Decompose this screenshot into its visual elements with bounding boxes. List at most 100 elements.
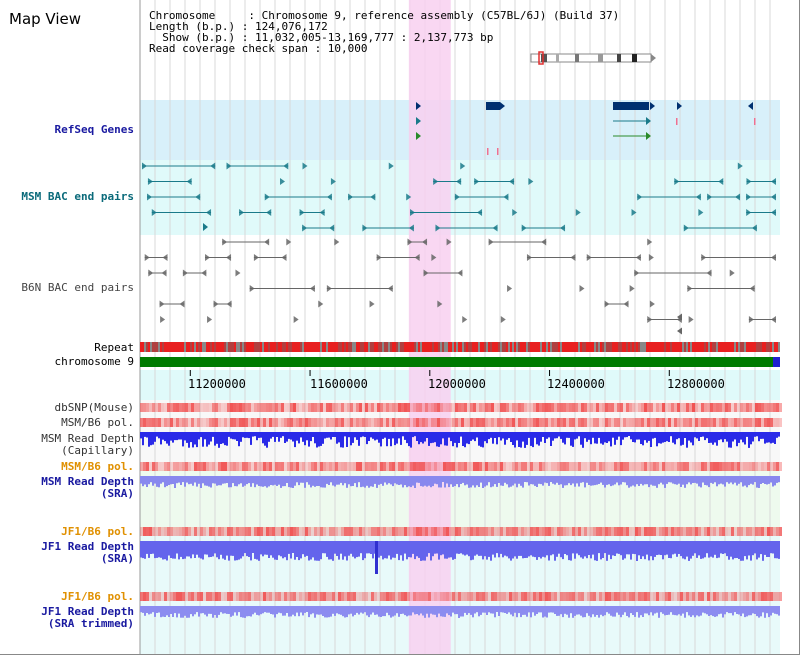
polymorphism-cell (449, 403, 452, 412)
polymorphism-cell (509, 527, 512, 536)
jf1-trimmed-depth-bar (514, 606, 516, 613)
polymorphism-cell (647, 403, 650, 412)
polymorphism-cell (656, 592, 659, 601)
jf1-depth-bar (270, 541, 272, 556)
repeat-segment (750, 342, 752, 352)
repeat-segment (770, 342, 772, 352)
b6n-bac-end (387, 285, 393, 292)
polymorphism-cell (353, 403, 356, 412)
polymorphism-cell (332, 462, 335, 471)
polymorphism-cell (230, 462, 233, 471)
msm-capillary-depth-bar (560, 432, 562, 439)
msm-capillary-depth-bar (310, 432, 312, 442)
polymorphism-cell (659, 592, 662, 601)
jf1-trimmed-depth-bar (498, 606, 500, 616)
polymorphism-cell (443, 527, 446, 536)
repeat-segment (752, 342, 754, 352)
msm-capillary-depth-bar (190, 432, 192, 443)
jf1-trimmed-depth-bar (358, 606, 360, 615)
repeat-segment (290, 342, 292, 352)
polymorphism-cell (173, 403, 176, 412)
polymorphism-cell (590, 403, 593, 412)
polymorphism-cell (236, 462, 239, 471)
polymorphism-cell (647, 418, 650, 427)
jf1-depth-bar (192, 541, 194, 555)
msm-sra-depth-bar (412, 476, 414, 486)
msm-capillary-depth-bar (244, 432, 246, 438)
msm-sra-depth-bar (274, 476, 276, 485)
polymorphism-cell (431, 592, 434, 601)
jf1-depth-bar (540, 541, 542, 559)
repeat-segment (160, 342, 162, 352)
track-label-msm-bac[interactable]: MSM BAC end pairs (21, 190, 134, 203)
msm-bac-end (326, 193, 332, 201)
jf1-trimmed-depth-bar (582, 606, 584, 618)
jf1-depth-bar (150, 541, 152, 554)
polymorphism-cell (257, 462, 260, 471)
jf1-trimmed-depth-bar (666, 606, 668, 615)
repeat-segment (198, 342, 200, 352)
polymorphism-cell (722, 403, 725, 412)
repeat-segment (440, 342, 442, 352)
jf1-trimmed-depth-bar (230, 606, 232, 617)
track-label-b6n-bac[interactable]: B6N BAC end pairs (21, 281, 134, 294)
polymorphism-cell (452, 418, 455, 427)
polymorphism-cell (641, 592, 644, 601)
jf1-depth-bar (610, 541, 612, 560)
msm-capillary-depth-bar (274, 432, 276, 442)
polymorphism-cell (416, 527, 419, 536)
msm-capillary-depth-bar (756, 432, 758, 437)
polymorphism-cell (377, 527, 380, 536)
msm-capillary-depth-bar (248, 432, 250, 439)
polymorphism-cell (419, 527, 422, 536)
polymorphism-cell (305, 527, 308, 536)
jf1-trimmed-depth-bar (520, 606, 522, 618)
polymorphism-cell (383, 527, 386, 536)
polymorphism-cell (371, 403, 374, 412)
jf1-trimmed-depth-bar (646, 606, 648, 614)
repeat-segment (202, 342, 204, 352)
msm-capillary-depth-bar (188, 432, 190, 448)
polymorphism-cell (467, 418, 470, 427)
repeat-segment (608, 342, 610, 352)
jf1-depth-bar (558, 541, 560, 554)
jf1-depth-bar (182, 541, 184, 560)
jf1-trimmed-depth-bar (368, 606, 370, 618)
polymorphism-cell (512, 462, 515, 471)
msm-capillary-depth-bar (272, 432, 274, 437)
jf1-trimmed-depth-bar (756, 606, 758, 617)
polymorphism-cell (254, 462, 257, 471)
polymorphism-cell (578, 418, 581, 427)
polymorphism-cell (554, 527, 557, 536)
polymorphism-cell (629, 592, 632, 601)
polymorphism-cell (359, 527, 362, 536)
polymorphism-cell (608, 592, 611, 601)
msm-capillary-depth-bar (212, 432, 214, 437)
polymorphism-cell (548, 418, 551, 427)
jf1-trimmed-depth-bar (554, 606, 556, 614)
msm-sra-depth-bar (478, 476, 480, 487)
polymorphism-cell (428, 592, 431, 601)
jf1-trimmed-depth-bar (372, 606, 374, 613)
repeat-segment (582, 342, 584, 352)
jf1-depth-bar (576, 541, 578, 554)
jf1-depth-bar (272, 541, 274, 558)
polymorphism-cell (500, 418, 503, 427)
jf1-depth-bar (604, 541, 606, 554)
page-title: Map View (9, 10, 82, 28)
polymorphism-cell (266, 403, 269, 412)
track-label-refseq[interactable]: RefSeq Genes (54, 123, 134, 136)
msm-capillary-depth-bar (256, 432, 258, 441)
repeat-segment (446, 342, 448, 352)
polymorphism-cell (194, 462, 197, 471)
polymorphism-cell (719, 403, 722, 412)
polymorphism-cell (230, 418, 233, 427)
msm-capillary-depth-bar (294, 432, 296, 448)
msm-capillary-depth-bar (168, 432, 170, 446)
jf1-trimmed-depth-bar (550, 606, 552, 613)
msm-capillary-depth-bar (744, 432, 746, 445)
polymorphism-cell (545, 592, 548, 601)
msm-bac-end (370, 193, 376, 201)
msm-capillary-depth-bar (224, 432, 226, 446)
